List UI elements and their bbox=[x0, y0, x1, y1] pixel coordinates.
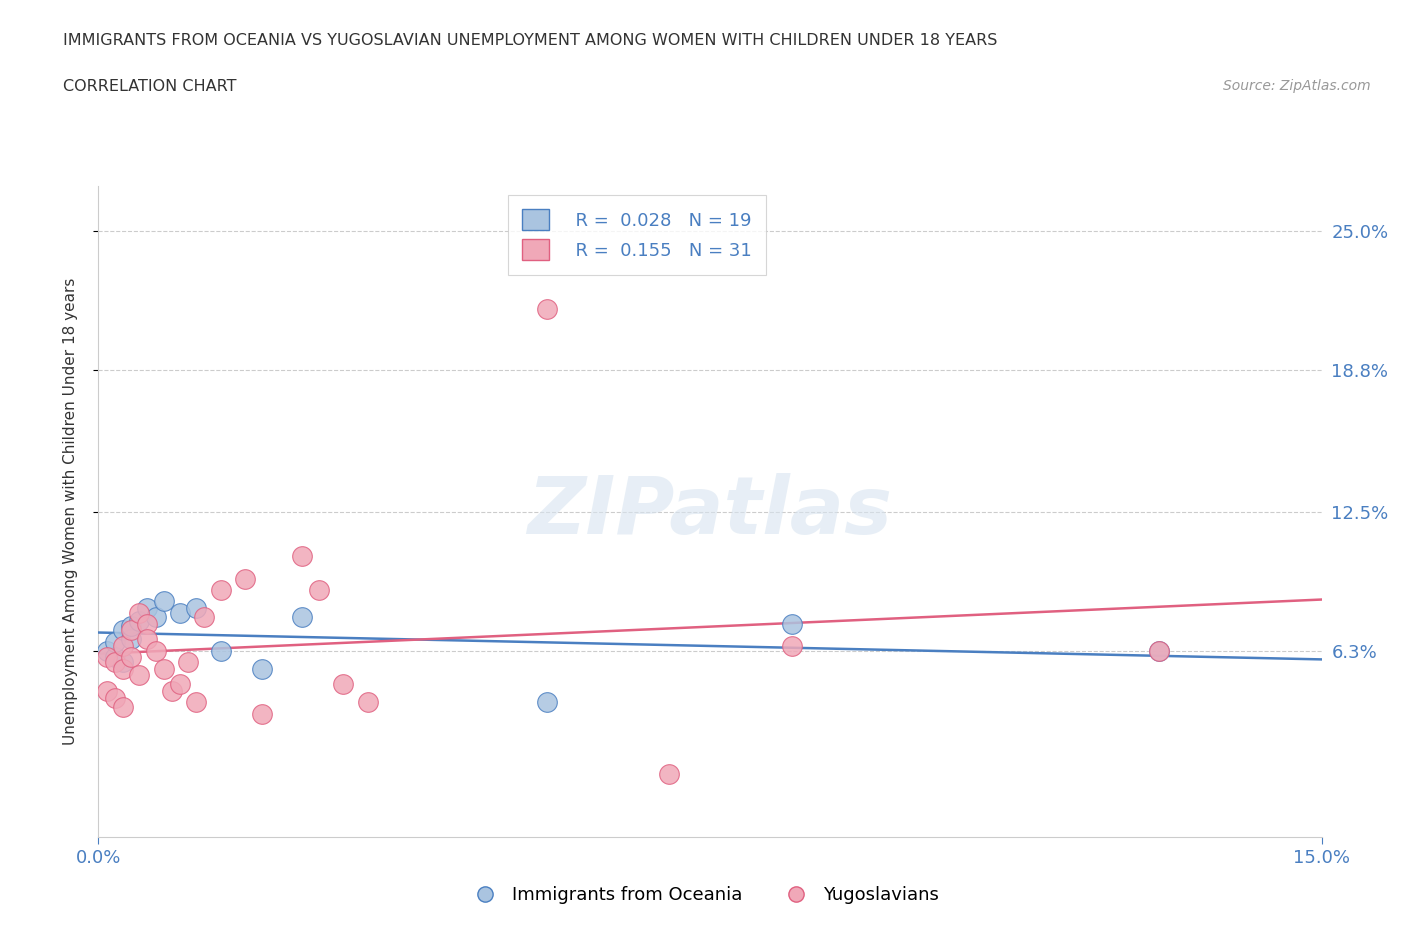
Point bbox=[1147, 644, 1170, 658]
Point bbox=[209, 644, 232, 658]
Point bbox=[291, 549, 314, 564]
Point bbox=[104, 650, 127, 665]
Point bbox=[145, 644, 167, 658]
Text: ZIPatlas: ZIPatlas bbox=[527, 472, 893, 551]
Point bbox=[136, 617, 159, 631]
Point bbox=[111, 699, 134, 714]
Point bbox=[193, 609, 215, 624]
Point bbox=[152, 661, 174, 676]
Point bbox=[104, 690, 127, 705]
Legend:   R =  0.028   N = 19,   R =  0.155   N = 31: R = 0.028 N = 19, R = 0.155 N = 31 bbox=[508, 195, 766, 274]
Point bbox=[233, 571, 256, 586]
Y-axis label: Unemployment Among Women with Children Under 18 years: Unemployment Among Women with Children U… bbox=[63, 278, 77, 745]
Point bbox=[536, 695, 558, 710]
Point bbox=[120, 650, 142, 665]
Point bbox=[111, 655, 134, 670]
Point bbox=[658, 766, 681, 781]
Point bbox=[111, 639, 134, 654]
Point bbox=[332, 677, 354, 692]
Point bbox=[145, 609, 167, 624]
Point bbox=[250, 706, 273, 721]
Point bbox=[1147, 644, 1170, 658]
Point bbox=[128, 668, 150, 683]
Point bbox=[111, 661, 134, 676]
Point bbox=[169, 677, 191, 692]
Legend: Immigrants from Oceania, Yugoslavians: Immigrants from Oceania, Yugoslavians bbox=[460, 879, 946, 911]
Point bbox=[120, 623, 142, 638]
Point bbox=[186, 601, 208, 616]
Text: IMMIGRANTS FROM OCEANIA VS YUGOSLAVIAN UNEMPLOYMENT AMONG WOMEN WITH CHILDREN UN: IMMIGRANTS FROM OCEANIA VS YUGOSLAVIAN U… bbox=[63, 33, 998, 47]
Point bbox=[96, 650, 118, 665]
Point bbox=[177, 655, 200, 670]
Point bbox=[780, 617, 803, 631]
Point bbox=[160, 684, 183, 698]
Point bbox=[209, 582, 232, 597]
Point bbox=[250, 661, 273, 676]
Point bbox=[780, 639, 803, 654]
Point bbox=[136, 632, 159, 647]
Point bbox=[104, 655, 127, 670]
Text: CORRELATION CHART: CORRELATION CHART bbox=[63, 79, 236, 94]
Point bbox=[96, 684, 118, 698]
Point bbox=[104, 634, 127, 649]
Point bbox=[136, 601, 159, 616]
Point bbox=[120, 632, 142, 647]
Point bbox=[128, 605, 150, 620]
Point bbox=[169, 605, 191, 620]
Point bbox=[291, 609, 314, 624]
Point bbox=[96, 644, 118, 658]
Point bbox=[308, 582, 330, 597]
Text: Source: ZipAtlas.com: Source: ZipAtlas.com bbox=[1223, 79, 1371, 93]
Point bbox=[356, 695, 378, 710]
Point bbox=[111, 623, 134, 638]
Point bbox=[120, 618, 142, 633]
Point bbox=[152, 594, 174, 609]
Point bbox=[186, 695, 208, 710]
Point bbox=[536, 302, 558, 317]
Point bbox=[128, 614, 150, 629]
